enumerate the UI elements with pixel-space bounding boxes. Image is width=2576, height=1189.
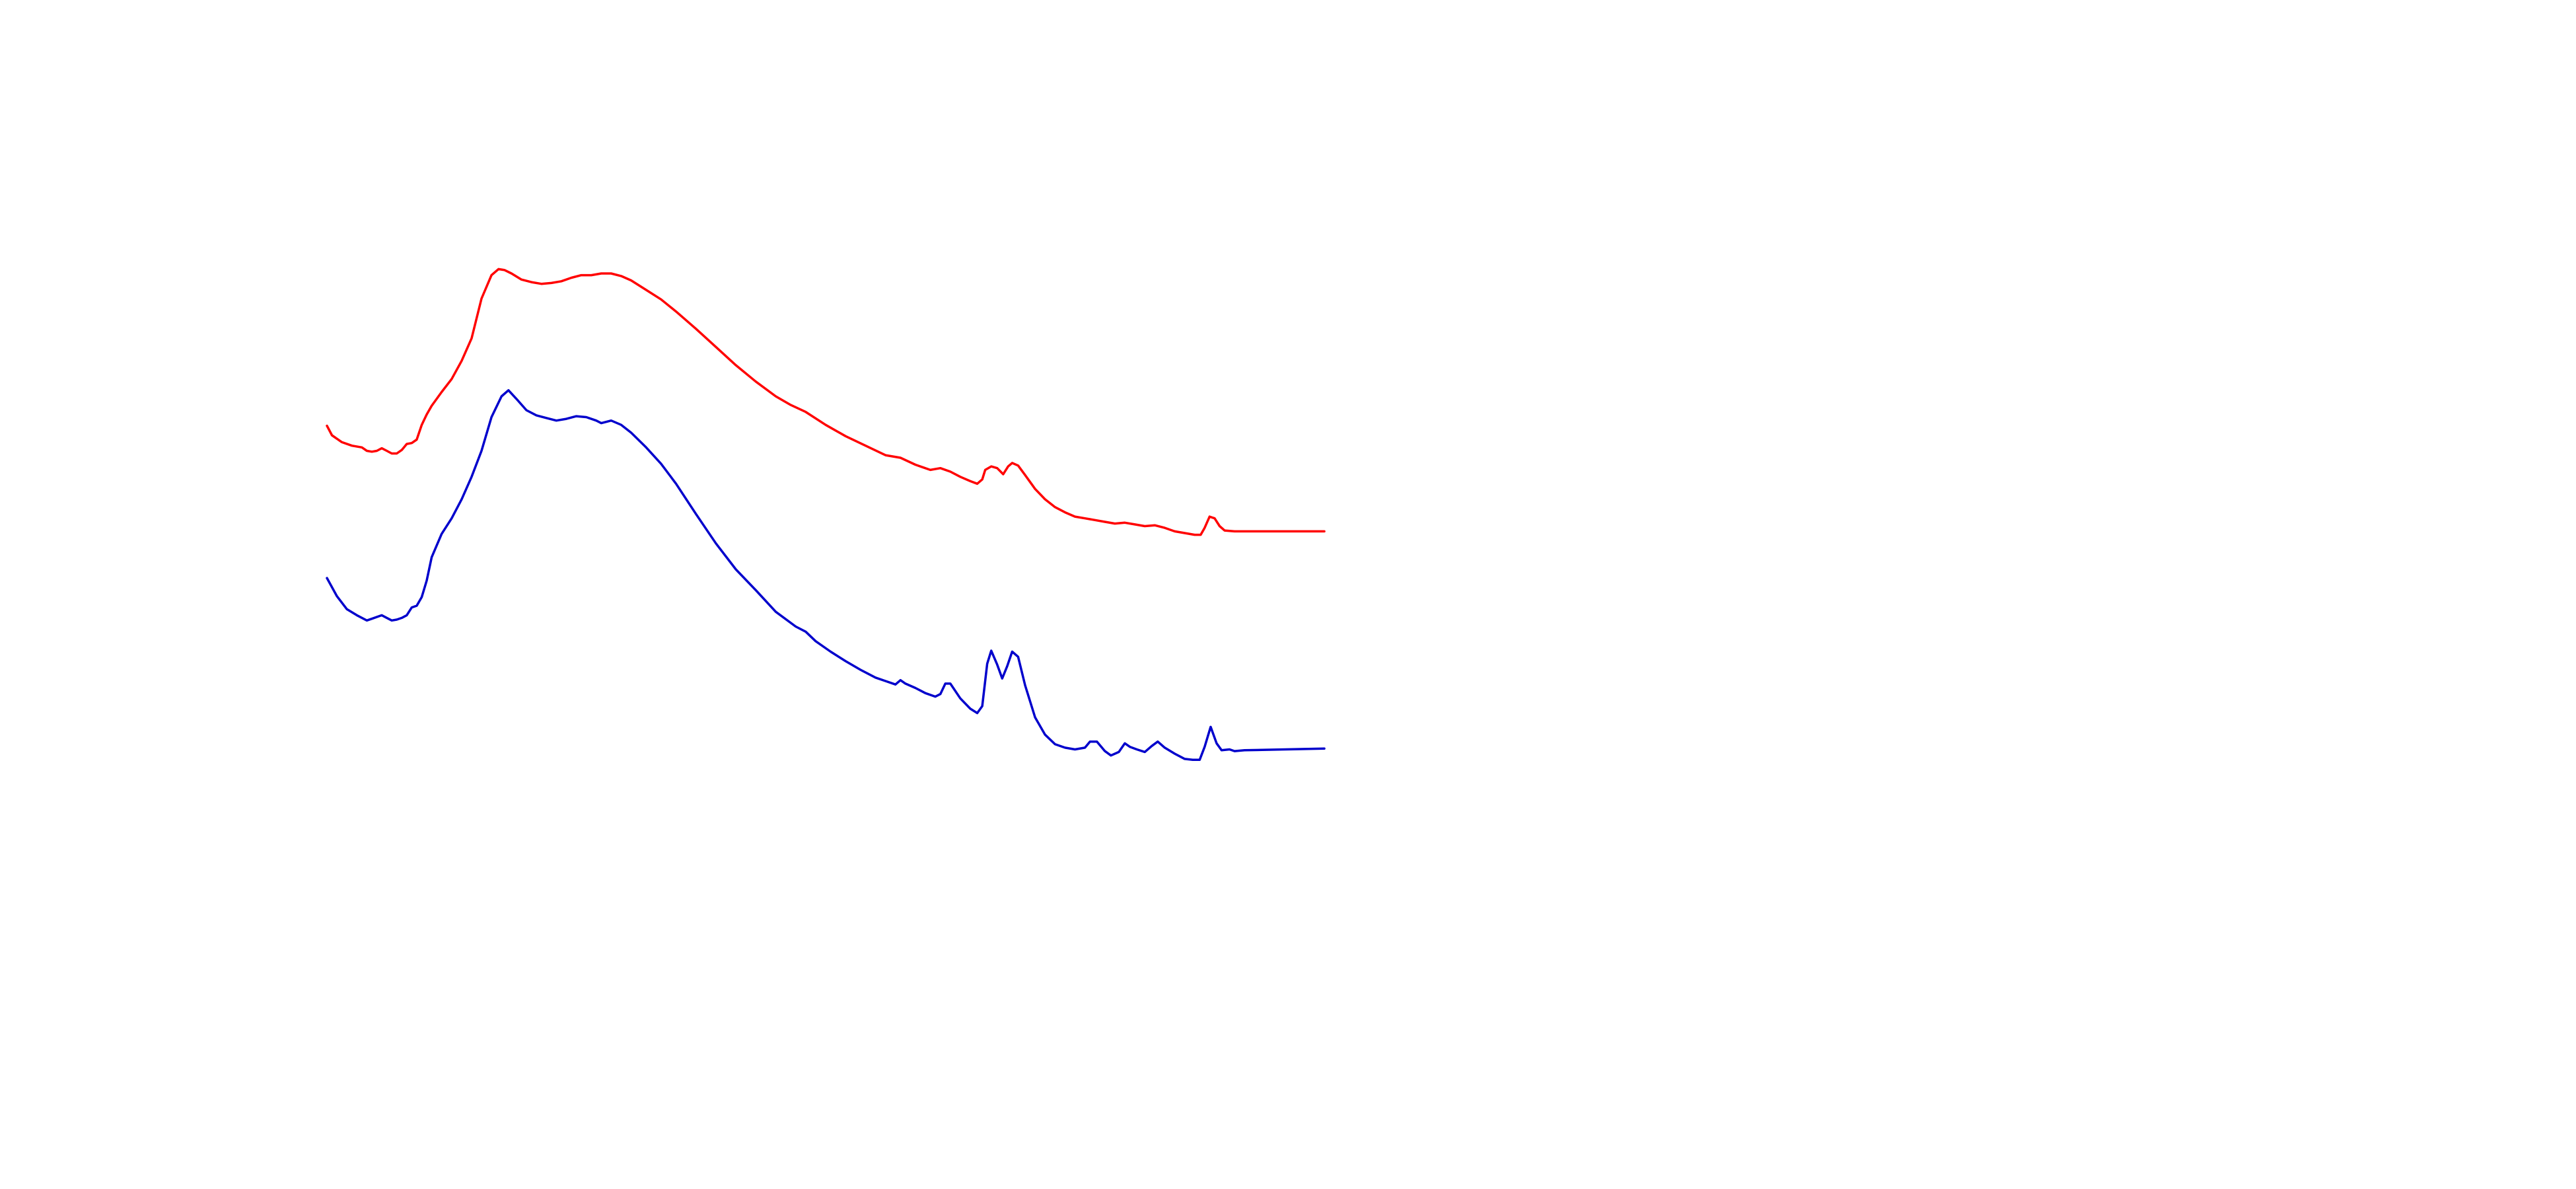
- series-line-2: [326, 389, 1326, 761]
- series-line-1: [326, 268, 1326, 536]
- plot-area: [326, 268, 1326, 761]
